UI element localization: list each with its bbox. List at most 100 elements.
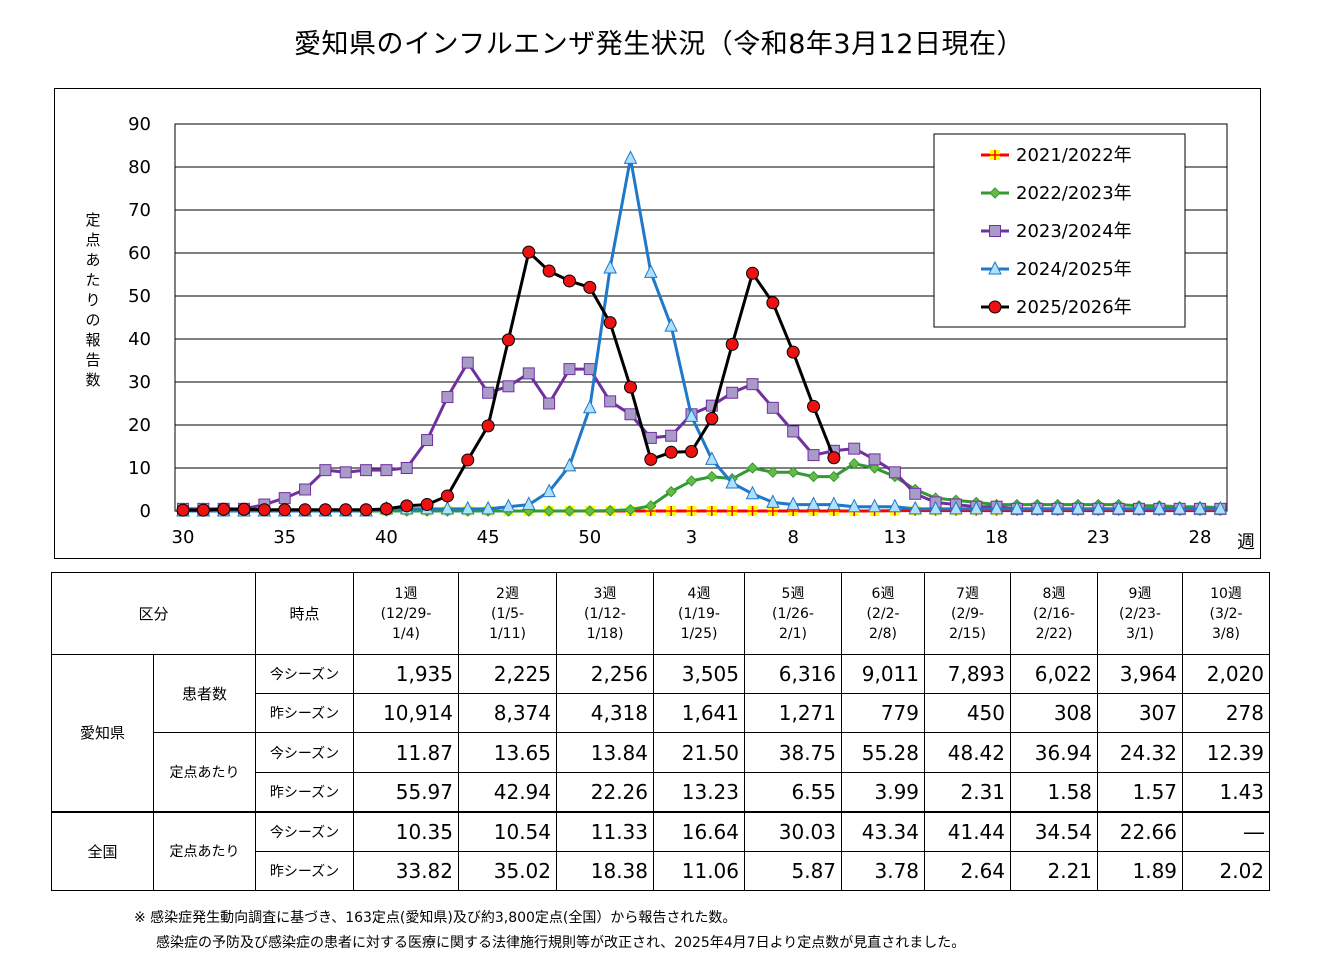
data-point [725,474,739,489]
group-patients: 患者数 [152,654,257,733]
table-cell: 5.87 [744,851,843,891]
region-aichi: 愛知県 [51,654,154,812]
data-point [603,259,617,274]
legend-marker [989,225,1001,237]
table-cell: 1.57 [1097,772,1184,812]
data-point [441,391,454,404]
data-point [400,462,413,474]
data-point [848,442,861,455]
table-cell: 2,256 [556,654,655,694]
data-point [359,503,373,517]
y-axis-label: 定点あたりの報告数 [80,210,106,390]
y-tick-label: 80 [128,157,151,178]
data-point [1071,500,1085,515]
legend-label: 2025/2026年 [1016,297,1132,318]
data-point [1111,500,1126,515]
data-point [1172,500,1187,515]
data-point [686,506,697,516]
data-point [521,496,536,511]
data-point [664,445,678,459]
data-point [1152,500,1167,515]
table-cell: 1.43 [1182,772,1271,812]
table-cell: 7,893 [924,654,1012,694]
data-point [828,470,840,483]
table-cell: 9,011 [841,654,926,694]
data-point [176,503,190,517]
table-cell: 1,271 [744,693,843,733]
x-tick-label: 28 [1189,527,1212,548]
x-tick-label: 3 [686,527,697,548]
data-point [543,505,555,517]
data-point [644,264,658,278]
data-point [257,503,271,517]
y-axis-label-char: 報 [85,331,101,349]
table-cell: 22.66 [1097,810,1184,852]
season-label: 今シーズン [255,654,355,694]
legend-label: 2023/2024年 [1016,221,1132,242]
table-cell: 42.94 [458,772,558,812]
data-point [196,503,210,517]
data-point [299,483,312,496]
data-point [766,296,780,310]
legend-marker [988,260,1002,275]
data-point [501,498,516,513]
table-cell: ― [1182,810,1271,852]
data-point [583,280,597,294]
legend-marker [989,187,1001,199]
data-point [766,401,779,414]
data-point [725,337,739,351]
table-cell: 38.75 [744,732,843,773]
data-point [705,412,719,426]
data-point [460,500,475,515]
data-point [584,505,596,517]
data-point [339,466,352,479]
data-point [989,500,1004,515]
y-tick-label: 50 [128,286,151,307]
y-tick-label: 30 [128,372,151,393]
table-cell: 6,316 [744,654,843,694]
table-cell: 2.64 [924,851,1012,891]
data-point [767,466,779,479]
table-cell: 6,022 [1010,654,1099,694]
data-point [786,496,801,511]
table-cell: 278 [1182,693,1271,733]
header-week: 5週 (1/26- 2/1) [744,572,843,655]
table-cell: 11.06 [653,851,746,891]
data-point [645,500,657,512]
table-cell: 12.39 [1182,732,1271,773]
data-point [582,399,597,414]
table-cell: 1.89 [1097,851,1184,891]
x-tick-label: 18 [985,527,1008,548]
data-point [604,395,617,408]
table-cell: 13.65 [458,732,558,773]
table-cell: 43.34 [841,810,926,852]
y-axis-label-char: 告 [85,351,101,369]
data-point [1010,500,1024,515]
table-cell: 8,374 [458,693,558,733]
data-point [807,399,821,413]
data-point [706,506,717,516]
table-row: 愛知県 患者数 今シーズン 1,935 2,225 2,256 3,505 6,316 9… [51,654,1271,812]
data-point [400,499,414,513]
data-point [461,453,475,467]
data-point [705,451,719,465]
data-point [543,397,556,410]
data-point [421,434,434,447]
data-point [440,489,454,503]
x-tick-label: 45 [477,527,500,548]
data-point [666,506,677,516]
group-per-site-national: 定点あたり [152,810,257,891]
x-tick-label: 13 [883,527,906,548]
header-week: 7週 (2/9- 2/15) [924,572,1012,655]
data-point [563,505,576,517]
data-point [542,264,556,278]
table-cell: 30.03 [744,810,843,852]
data-point [461,356,474,369]
table-cell: 11.33 [556,810,655,852]
header-week: 1週 (12/29- 1/4) [353,572,460,655]
table-cell: 10.54 [458,810,558,852]
data-point [482,386,495,399]
season-label: 今シーズン [255,732,355,773]
table-cell: 41.44 [924,810,1012,852]
data-point [868,462,881,474]
